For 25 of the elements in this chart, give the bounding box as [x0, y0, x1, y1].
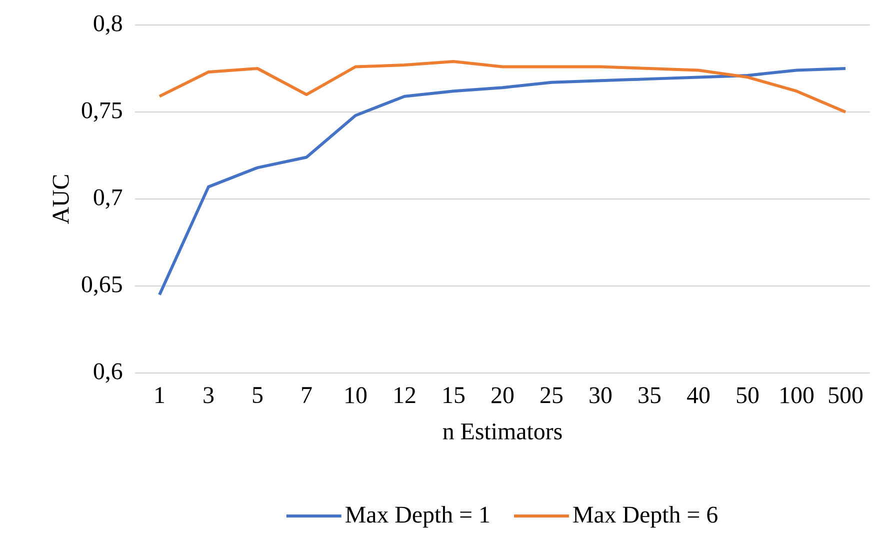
x-tick-label: 7	[302, 387, 312, 403]
line-series	[158, 66, 848, 296]
y-tick-label: 0,8	[94, 15, 122, 35]
x-tick-label: 40	[687, 387, 710, 404]
x-tick-label: 1	[156, 387, 164, 403]
x-tick-label: 20	[492, 387, 514, 404]
legend-label: Max Depth = 6	[573, 506, 718, 528]
x-axis-title: n Estimators	[442, 423, 562, 440]
y-tick-label: 0,65	[82, 276, 122, 296]
x-tick-label: 15	[444, 387, 465, 404]
x-tick-label: 3	[204, 387, 214, 404]
x-tick-label: 5	[252, 387, 263, 404]
legend-label: Max Depth = 1	[346, 506, 490, 528]
y-tick-label: 0,6	[94, 363, 122, 383]
y-axis-title: AUC	[52, 175, 69, 224]
x-tick-label: 100	[780, 387, 814, 404]
x-tick-label: 25	[540, 387, 563, 404]
y-tick-label: 0,7	[94, 189, 122, 209]
x-tick-label: 50	[736, 387, 759, 404]
x-tick-label: 12	[394, 387, 416, 403]
y-tick-label: 0,75	[82, 102, 122, 122]
x-tick-label: 10	[346, 387, 367, 404]
x-tick-label: 35	[638, 387, 661, 404]
x-tick-label: 30	[590, 387, 612, 404]
x-tick-label: 500	[828, 387, 863, 404]
